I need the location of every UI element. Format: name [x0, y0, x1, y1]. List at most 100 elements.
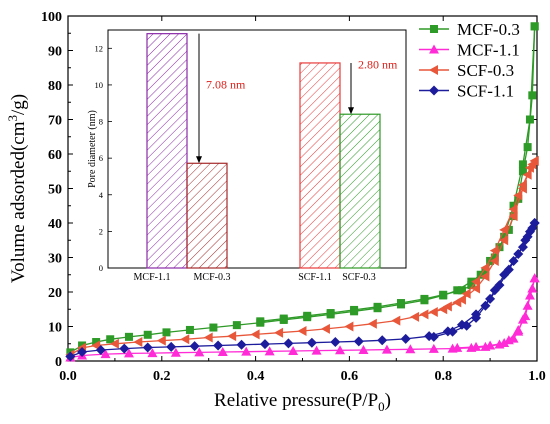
MCF-0.3-adsorption-point: [106, 335, 115, 344]
MCF-1.1-desorption-point: [485, 340, 496, 350]
MCF-1.1-adsorption-point: [311, 345, 322, 355]
MCF-0.3-desorption-point: [439, 290, 448, 299]
MCF-1.1-adsorption-point: [335, 345, 346, 355]
MCF-1.1-desorption-point: [499, 338, 510, 348]
SCF-0.3-adsorption-point: [471, 283, 481, 294]
SCF-0.3-desorption-point: [471, 276, 481, 287]
MCF-1.1-adsorption-point: [194, 347, 205, 357]
MCF-0.3-desorption-point: [279, 314, 288, 323]
inset-y-axis-title: Pore diameter (nm): [87, 110, 98, 188]
SCF-0.3-adsorption-point: [203, 332, 213, 343]
MCF-0.3-adsorption-point: [143, 330, 152, 339]
inset-y-tick-label: 2: [99, 226, 103, 236]
SCF-0.3-adsorption-point: [297, 325, 307, 336]
SCF-0.3-adsorption-point: [320, 323, 330, 334]
SCF-1.1-adsorption-point: [283, 338, 294, 349]
MCF-1.1-desorption-point: [452, 342, 463, 352]
SCF-1.1-adsorption-point: [95, 344, 106, 355]
inset-arrowhead-SCF: [348, 107, 354, 115]
MCF-1.1-desorption-point: [517, 314, 528, 324]
MCF-0.3-adsorption-point: [124, 332, 133, 341]
MCF-1.1-adsorption-point: [170, 347, 181, 357]
SCF-0.3-adsorption-point: [489, 255, 499, 266]
inset-annotation-MCF: 7.08 nm: [206, 78, 246, 92]
SCF-0.3-adsorption-point: [133, 337, 143, 348]
SCF-0.3-desorption-point: [522, 169, 532, 180]
y-axis-title: Volume adsorded(cm3/g): [5, 94, 29, 283]
MCF-1.1-desorption-point: [513, 326, 524, 336]
series-MCF-0.3: [66, 22, 539, 357]
main-series: [65, 22, 540, 362]
MCF-0.3-desorption-point: [350, 305, 359, 314]
MCF-1.1-desorption-point: [522, 300, 533, 310]
MCF-0.3-desorption-point: [303, 311, 312, 320]
SCF-1.1-desorption-point: [527, 223, 538, 234]
y-tick-label: 40: [48, 217, 62, 232]
MCF-0.3-adsorption-point: [92, 338, 101, 347]
legend-label-MCF-1.1: MCF-1.1: [457, 41, 520, 60]
MCF-1.1-adsorption-point: [217, 347, 228, 357]
SCF-1.1-desorption-point: [517, 242, 528, 253]
SCF-1.1-desorption-point: [471, 312, 482, 323]
MCF-0.3-desorption-point: [523, 143, 532, 152]
MCF-1.1-adsorption-point: [264, 346, 275, 356]
SCF-0.3-adsorption-point: [344, 321, 354, 332]
MCF-0.3-desorption-point: [530, 22, 539, 31]
inset-y-tick-label: 0: [99, 263, 103, 273]
x-tick-label: 0.8: [434, 369, 452, 384]
x-tick-label: 0.0: [59, 369, 77, 384]
inset-bar-label-MCF-0.3: MCF-0.3: [194, 272, 231, 283]
MCF-1.1-desorption-point: [529, 273, 540, 283]
series-MCF-1.1: [65, 273, 540, 362]
inset-bar-SCF-0.3: [339, 113, 381, 269]
SCF-1.1-desorption-point: [428, 331, 439, 342]
x-axis-title: Relative pressure(P/P0): [214, 390, 391, 414]
SCF-1.1-adsorption-point: [166, 341, 177, 352]
SCF-1.1-adsorption-point: [65, 351, 76, 362]
MCF-0.3-desorption-point: [495, 243, 504, 252]
SCF-0.3-desorption-point: [438, 304, 448, 315]
MCF-0.3-desorption-point: [467, 281, 476, 290]
SCF-0.3-adsorption-point: [109, 338, 119, 349]
MCF-1.1-adsorption-point: [405, 344, 416, 354]
y-tick-label: 20: [48, 286, 62, 301]
MCF-1.1-adsorption-point: [100, 349, 111, 359]
SCF-0.3-adsorption-point: [367, 318, 377, 329]
SCF-1.1-adsorption-point: [377, 335, 388, 346]
SCF-0.3-adsorption-point: [391, 315, 401, 326]
inset-y-tick-label: 4: [99, 190, 104, 200]
main-axes: 0.0 0.2 0.4 0.6 0.8 1.00102030405060708090100…: [5, 10, 546, 414]
SCF-0.3-desorption-point: [419, 309, 429, 320]
MCF-1.1-adsorption-point: [241, 346, 252, 356]
inset-bar-SCF-1.1: [299, 62, 341, 269]
y-tick-label: 100: [41, 10, 62, 25]
x-tick-label: 1.0: [528, 369, 546, 384]
y-tick-label: 0: [55, 355, 62, 370]
SCF-0.3-adsorption-point: [480, 271, 490, 282]
inset-bar-MCF-1.1: [146, 33, 188, 269]
SCF-1.1-adsorption-point: [142, 342, 153, 353]
SCF-0.3-desorption-point: [513, 190, 523, 201]
SCF-1.1-desorption-point: [499, 269, 510, 280]
SCF-0.3-desorption-point: [489, 245, 499, 256]
MCF-0.3-adsorption-point: [518, 160, 527, 169]
MCF-0.3-desorption-point: [396, 299, 405, 308]
MCF-0.3-adsorption-point: [209, 323, 218, 332]
legend-marker-SCF-1.1: [429, 85, 439, 96]
MCF-0.3-adsorption-point: [185, 325, 194, 334]
inset-y-tick-label: 8: [99, 117, 103, 127]
legend-label-SCF-0.3: SCF-0.3: [457, 61, 514, 80]
SCF-0.3-adsorption-point: [227, 331, 237, 342]
MCF-0.3-desorption-point: [326, 309, 335, 318]
MCF-0.3-desorption-point: [514, 194, 523, 203]
y-tick-label: 80: [48, 79, 62, 94]
SCF-1.1-desorption-point: [522, 231, 533, 242]
MCF-0.3-desorption-point: [373, 302, 382, 311]
SCF-0.3-desorption-point: [461, 288, 471, 299]
SCF-0.3-adsorption-point: [499, 235, 509, 246]
legend-label-SCF-1.1: SCF-1.1: [457, 82, 514, 101]
SCF-1.1-desorption-point: [447, 326, 458, 337]
MCF-0.3-desorption-point: [528, 91, 537, 100]
x-tick-label: 0.2: [153, 369, 171, 384]
